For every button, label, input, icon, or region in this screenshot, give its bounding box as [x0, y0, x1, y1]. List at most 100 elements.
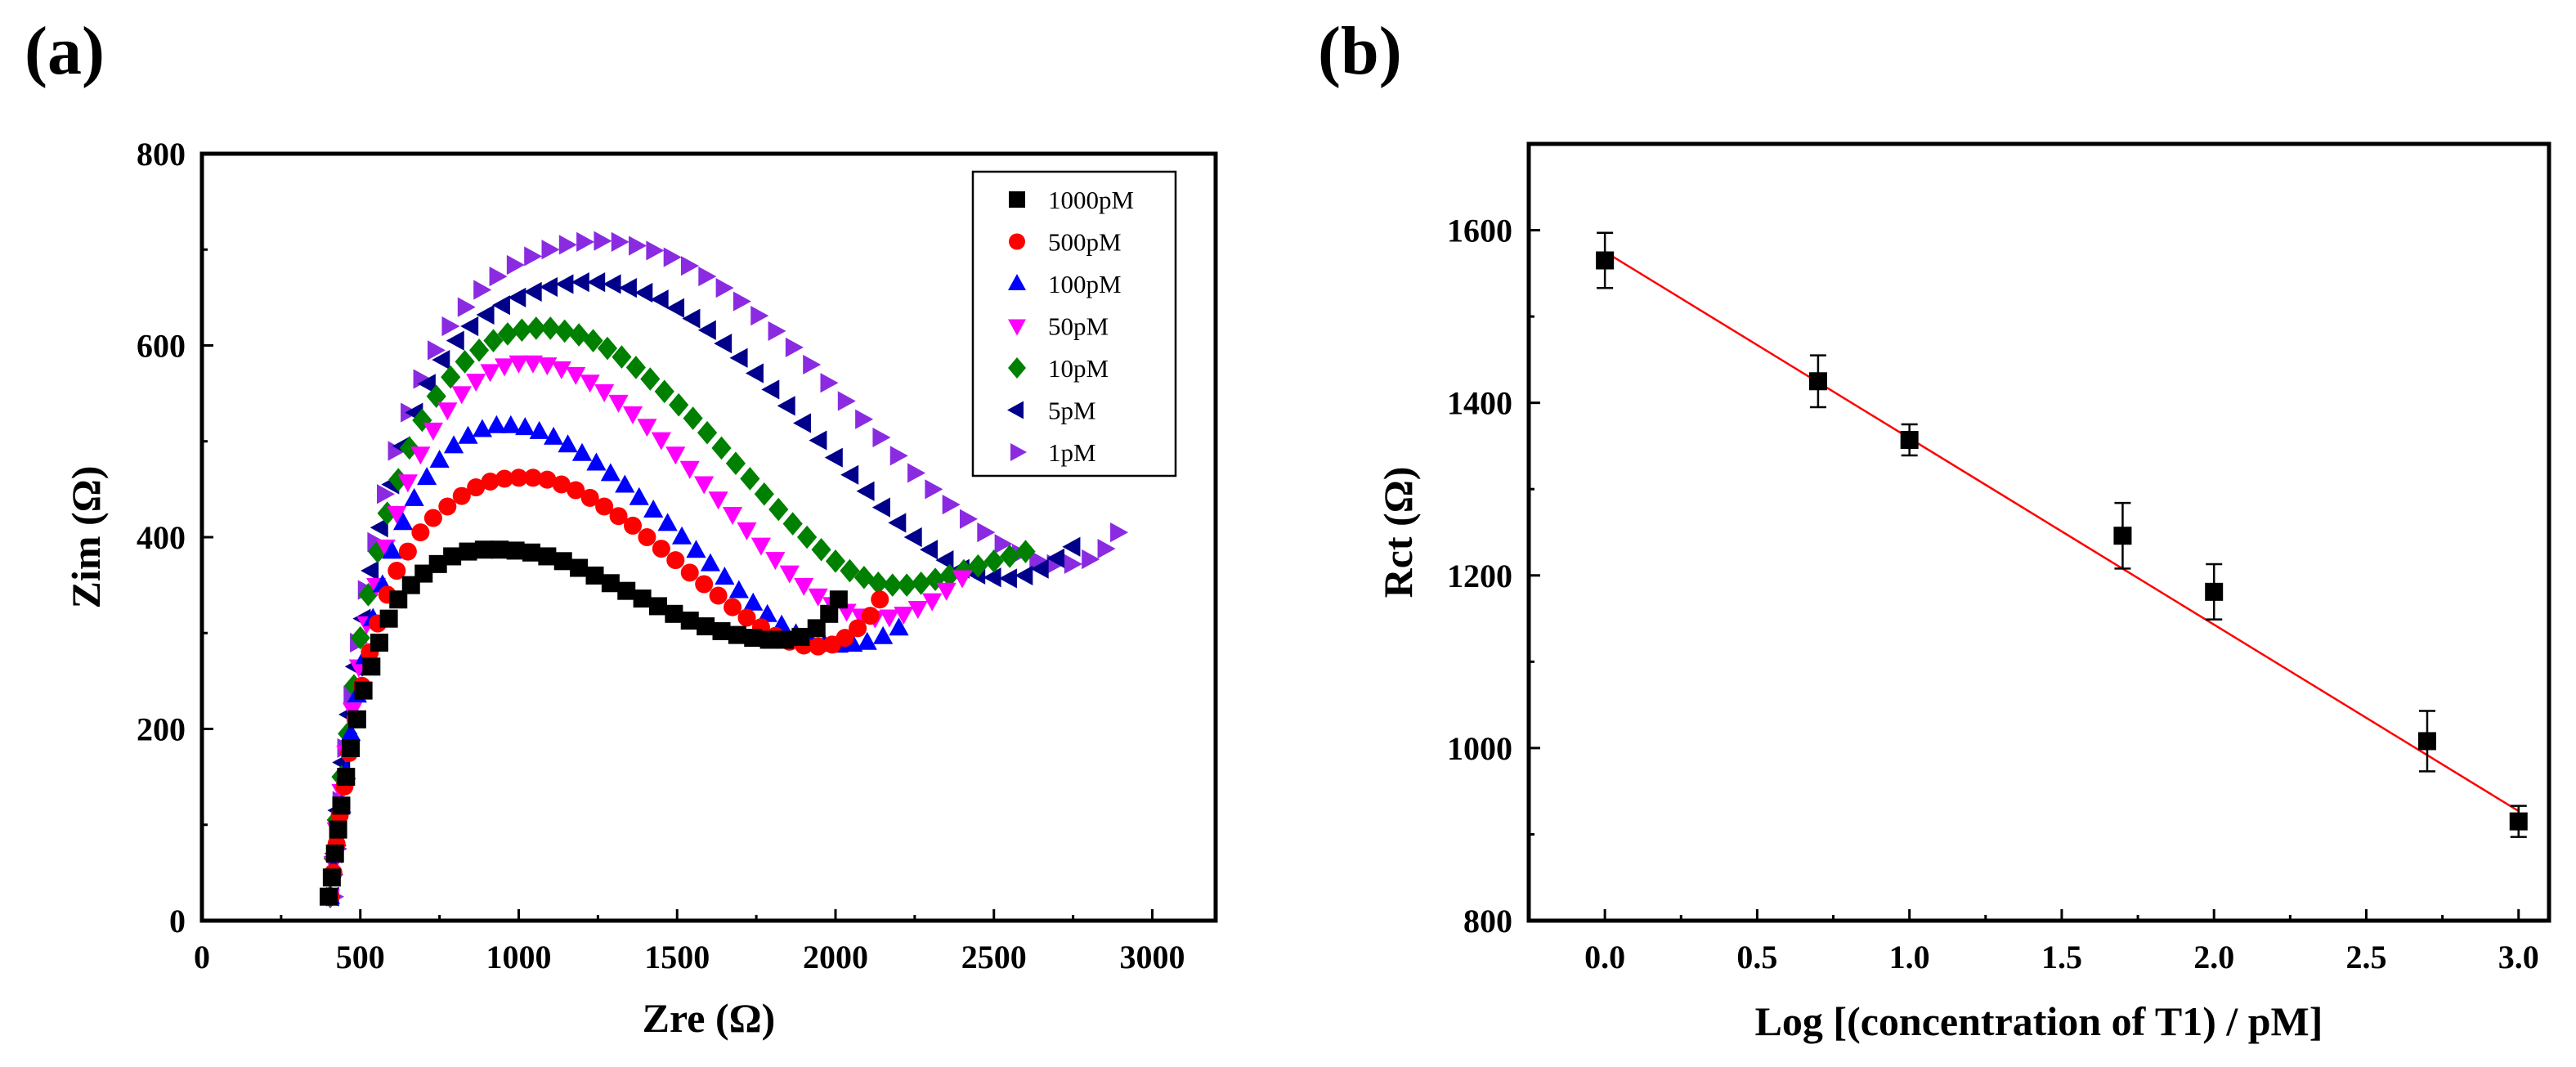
data-point-50pM	[808, 588, 828, 607]
data-point-1000pM	[428, 554, 447, 573]
data-point-50pM	[922, 593, 943, 612]
data-point-1000pM	[776, 630, 794, 649]
data-point-5pM	[1062, 536, 1081, 557]
data-point-10pM	[526, 316, 546, 340]
data-point-50pM	[622, 406, 643, 424]
data-point	[2417, 732, 2436, 751]
data-point-10pM	[497, 322, 518, 346]
data-point-1pM	[698, 266, 717, 287]
x-tick-label: 2000	[803, 939, 868, 975]
data-point-1000pM	[538, 547, 557, 566]
panel-b-data-points	[1596, 231, 2528, 838]
data-point-1pM	[558, 235, 577, 255]
data-point-10pM	[640, 367, 661, 391]
data-point-500pM	[423, 509, 442, 527]
data-point-1pM	[1064, 554, 1082, 574]
y-tick-label: 600	[137, 328, 186, 365]
data-point-500pM	[624, 516, 642, 535]
data-point-50pM	[750, 537, 772, 556]
data-point-100pM	[472, 419, 493, 437]
data-point-5pM	[540, 276, 558, 298]
data-point-10pM	[768, 497, 789, 522]
data-point-1000pM	[633, 590, 652, 608]
data-point-10pM	[377, 501, 397, 525]
legend-label: 10pM	[1048, 354, 1109, 383]
legend-box	[971, 170, 1177, 477]
legend-label: 100pM	[1048, 270, 1122, 298]
data-point-1pM	[785, 337, 804, 357]
data-point-100pM	[429, 450, 450, 468]
data-point-1pM	[1082, 549, 1100, 570]
data-point-500pM	[609, 507, 628, 526]
data-point-50pM	[423, 422, 443, 441]
data-point-100pM	[458, 425, 478, 444]
legend-marker-1000pM	[1009, 191, 1025, 208]
data-point-1000pM	[337, 768, 356, 787]
panel-a-data-points	[320, 231, 1129, 908]
data-point-50pM	[494, 358, 515, 377]
data-point-5pM	[666, 298, 685, 318]
data-point-100pM	[657, 513, 678, 531]
data-point-500pM	[666, 551, 685, 570]
data-point-5pM	[824, 447, 843, 468]
data-point-100pM	[486, 415, 507, 433]
data-point-10pM	[925, 567, 946, 591]
data-point-500pM	[411, 523, 430, 542]
data-point-100pM	[600, 463, 620, 482]
data-point-5pM	[555, 274, 574, 294]
data-point-100pM	[873, 625, 894, 644]
data-point-100pM	[586, 452, 607, 471]
data-point-1000pM	[354, 681, 373, 700]
data-point-1000pM	[506, 541, 525, 560]
data-point-50pM	[936, 582, 956, 601]
data-point-1pM	[872, 427, 891, 448]
data-point-1pM	[541, 240, 560, 260]
data-point-1000pM	[697, 617, 715, 636]
panel-a-x-axis: 0 500 1000 1500 2000 2500 3000	[194, 909, 1185, 975]
data-point-1pM	[441, 316, 460, 337]
data-point-50pM	[879, 609, 899, 628]
data-point-1000pM	[474, 540, 493, 559]
data-point-1pM	[925, 479, 943, 500]
data-point-10pM	[853, 565, 874, 590]
data-point-10pM	[754, 482, 774, 506]
data-point-5pM	[697, 320, 716, 340]
data-point-100pM	[500, 415, 521, 433]
data-point-1pM	[977, 522, 996, 543]
data-point-1pM	[837, 391, 856, 411]
data-point-1pM	[942, 495, 961, 515]
data-point-50pM	[708, 491, 728, 510]
data-point-1pM	[750, 306, 769, 326]
data-point-50pM	[437, 402, 458, 421]
data-point-100pM	[757, 603, 777, 622]
data-point-5pM	[618, 278, 637, 298]
data-point-500pM	[695, 575, 714, 594]
data-point-1000pM	[744, 629, 763, 648]
data-point-100pM	[529, 420, 549, 439]
x-tick-label: 3.0	[2498, 939, 2539, 975]
data-point-10pM	[388, 468, 409, 491]
data-point-1pM	[629, 235, 647, 256]
data-point-1pM	[388, 441, 406, 461]
data-point-10pM	[350, 625, 370, 650]
data-point-500pM	[737, 608, 756, 627]
panel-b-x-axis: 0.0 0.5 1.0 1.5 2.0 2.5 3.0	[1584, 909, 2539, 975]
data-point-100pM	[671, 526, 692, 545]
data-point-1000pM	[332, 796, 351, 815]
data-point-10pM	[654, 379, 674, 404]
data-point-1000pM	[617, 581, 636, 600]
data-point-1pM	[1097, 538, 1116, 559]
data-point-1000pM	[820, 604, 839, 623]
legend-label: 500pM	[1048, 228, 1122, 257]
data-point-1pM	[732, 291, 751, 312]
data-point-50pM	[737, 522, 757, 540]
data-point-10pM	[554, 319, 575, 343]
data-point-1pM	[889, 446, 908, 466]
data-point-10pM	[811, 537, 831, 562]
data-point-5pM	[603, 274, 621, 294]
data-point	[1596, 251, 1615, 270]
data-point-500pM	[481, 472, 500, 491]
data-point-1pM	[855, 409, 874, 429]
y-tick-label: 1600	[1447, 213, 1512, 249]
data-point-500pM	[398, 542, 417, 561]
